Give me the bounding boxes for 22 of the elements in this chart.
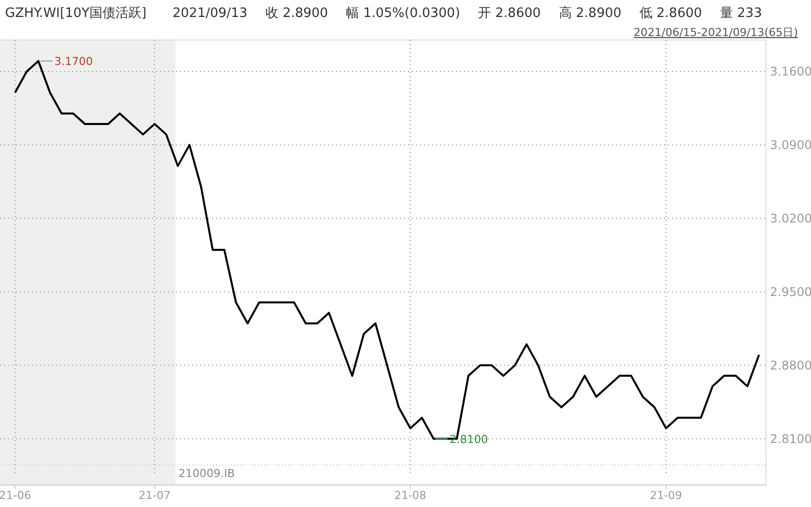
text: 210009.IB [178, 467, 235, 480]
text: 低 2.8600 [639, 6, 702, 21]
text: 收 2.8900 [265, 6, 328, 21]
y-tick-label: 2.8100 [770, 432, 811, 446]
x-tick-label: 21-08 [394, 489, 426, 502]
y-tick-label: 2.8800 [770, 358, 811, 372]
text: 开 2.8600 [478, 6, 541, 21]
annotation: 3.1700 [54, 54, 93, 68]
text: 量 233 [720, 6, 762, 21]
text: 高 2.8900 [558, 5, 622, 21]
y-tick-label: 2.9500 [770, 284, 811, 299]
y-tick-label: 3.0900 [770, 138, 811, 152]
text: 幅 1.05%(0.0300) [346, 6, 460, 21]
x-tick-label: 21-07 [138, 489, 171, 502]
y-tick-label: 3.1600 [770, 64, 811, 78]
text: 2021/09/13 [172, 6, 248, 21]
chart-title: GZHY.WI[10Y国债活跃] [5, 6, 147, 21]
y-tick-label: 3.0200 [770, 211, 811, 226]
x-tick-label: 21-09 [650, 489, 682, 502]
chart-subtitle: 2021/06/15-2021/09/13(65日) [634, 26, 798, 39]
x-tick-label: 21-06 [0, 489, 32, 502]
annotation: 2.8100 [450, 432, 488, 446]
